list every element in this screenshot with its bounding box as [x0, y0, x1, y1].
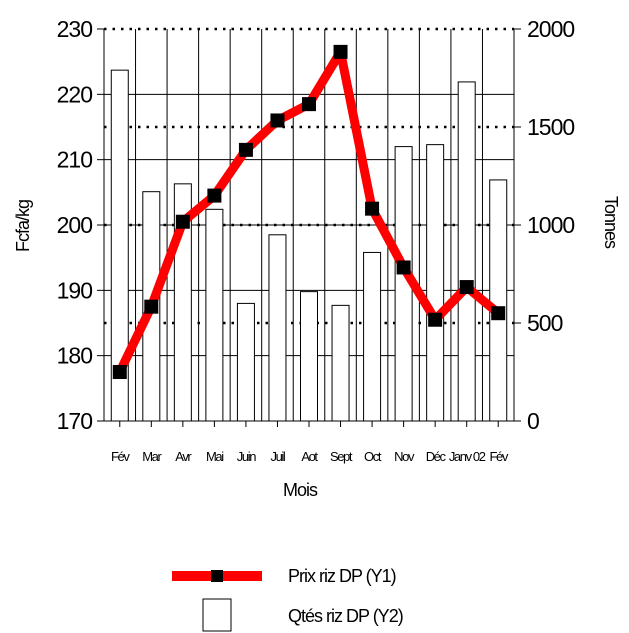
price-marker [459, 280, 474, 295]
y1-tick-label: 230 [57, 16, 93, 42]
x-axis-title: Mois [283, 480, 318, 500]
y2-tick-label: 0 [527, 408, 539, 434]
quantity-bar [236, 302, 255, 422]
price-marker [365, 201, 380, 216]
y1-tick-label: 190 [57, 277, 93, 303]
price-marker [333, 44, 348, 59]
price-line [112, 44, 506, 379]
x-tick-label: Mar [142, 449, 162, 464]
y1-axis-ticks: 170 180 190 200 210 220 230 [57, 16, 104, 434]
y2-tick-label: 500 [527, 310, 563, 336]
price-marker [207, 188, 222, 203]
legend-label-price: Prix riz DP (Y1) [288, 566, 396, 586]
price-marker [428, 312, 443, 327]
quantity-bar [331, 304, 350, 422]
price-marker [491, 306, 506, 321]
legend-bar-swatch [202, 598, 232, 632]
legend-item-quantity: Qtés riz DP (Y2) [202, 598, 404, 632]
quantity-bar [426, 144, 445, 422]
y1-tick-label: 220 [57, 81, 93, 107]
x-axis-ticks: Fév Mar Avr Mai Juin Juil Aot Sept Oct Nov Déc Janv… [111, 421, 510, 464]
legend-item-price: Prix riz DP (Y1) [172, 566, 397, 586]
x-tick-label: Juil [271, 449, 286, 464]
quantity-bar [457, 81, 476, 422]
y2-axis-ticks: 0 500 1000 1500 2000 [514, 16, 575, 434]
x-tick-label: Mai [206, 449, 224, 464]
y2-tick-label: 1000 [527, 212, 574, 238]
x-tick-label: Fév [489, 449, 508, 464]
y2-axis-title: Tonnes [601, 196, 621, 249]
price-marker [175, 214, 190, 229]
price-marker [396, 260, 411, 275]
x-tick-label: Déc [426, 449, 447, 464]
x-tick-label: Juin [237, 449, 256, 464]
price-marker [112, 365, 127, 379]
quantity-bar [205, 208, 224, 422]
y1-tick-label: 200 [57, 212, 93, 238]
quantity-bar [268, 234, 287, 422]
legend-marker-swatch [211, 570, 223, 582]
y1-tick-label: 170 [57, 408, 93, 434]
y1-axis-title: Fcfa/kg [13, 200, 33, 252]
legend: Prix riz DP (Y1) Qtés riz DP (Y2) [172, 566, 404, 632]
x-tick-label: Janv 02 [449, 449, 486, 464]
quantity-bar [300, 291, 318, 422]
y2-tick-label: 1500 [527, 114, 574, 140]
price-marker [144, 299, 159, 314]
y2-tick-label: 2000 [527, 16, 574, 42]
quantity-bar [489, 179, 508, 422]
y1-tick-label: 210 [57, 147, 93, 173]
x-tick-label: Sept [330, 449, 353, 464]
price-marker [270, 113, 285, 128]
legend-label-quantity: Qtés riz DP (Y2) [288, 606, 403, 626]
x-tick-label: Avr [175, 449, 192, 464]
x-tick-label: Nov [394, 449, 415, 464]
price-marker [302, 97, 316, 112]
x-tick-label: Aot [301, 449, 318, 464]
y1-tick-label: 180 [57, 343, 93, 369]
x-tick-label: Oct [364, 449, 382, 464]
x-tick-label: Fév [111, 449, 130, 464]
quantity-bar [363, 251, 382, 422]
price-marker [238, 142, 253, 157]
